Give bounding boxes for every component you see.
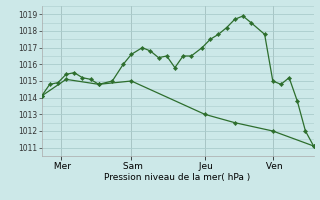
X-axis label: Pression niveau de la mer( hPa ): Pression niveau de la mer( hPa ) bbox=[104, 173, 251, 182]
